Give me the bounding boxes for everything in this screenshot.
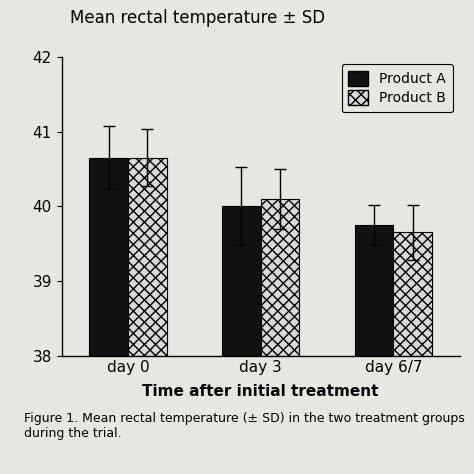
Bar [128,158,166,356]
Legend: Product A, Product B: Product A, Product B [341,64,453,112]
X-axis label: Time after initial treatment: Time after initial treatment [143,383,379,399]
Bar [261,199,299,356]
Bar [90,158,128,356]
Bar [355,225,393,356]
Text: Mean rectal temperature ± SD: Mean rectal temperature ± SD [70,9,325,27]
Text: Figure 1. Mean rectal temperature (± SD) in the two treatment groups
during the : Figure 1. Mean rectal temperature (± SD)… [24,412,465,440]
Bar [393,232,432,356]
Bar [222,206,261,356]
